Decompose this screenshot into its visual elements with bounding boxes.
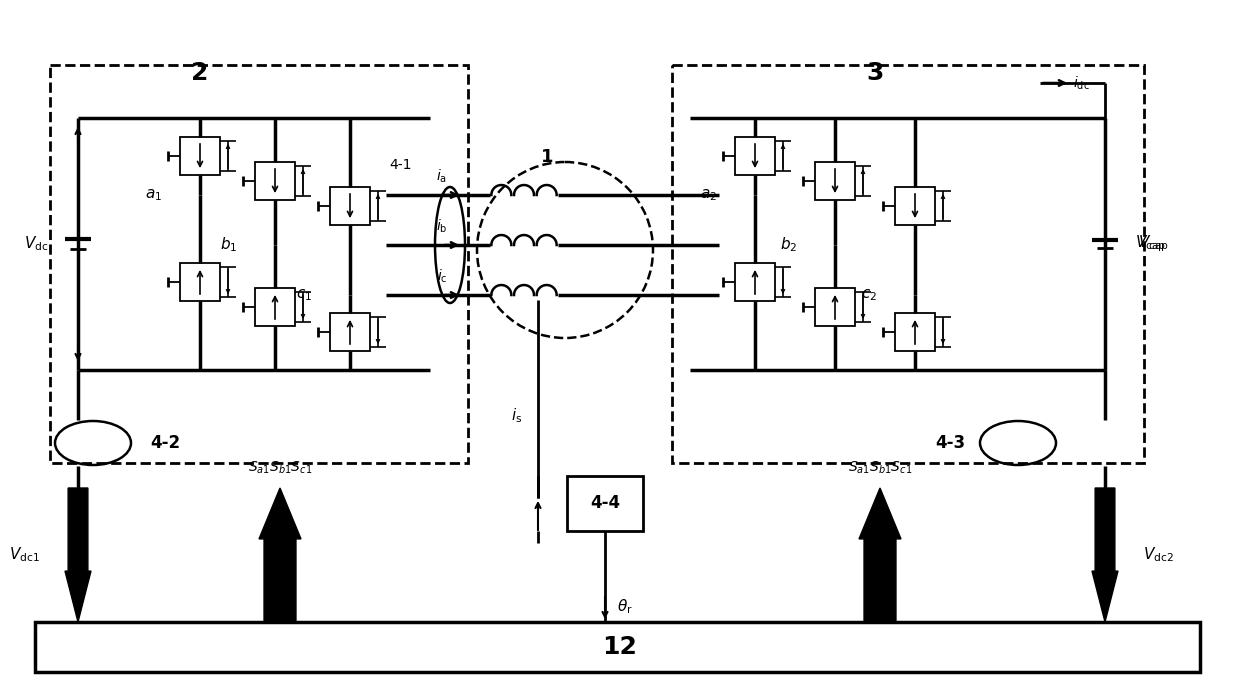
Text: 4-2: 4-2 [150, 434, 180, 452]
Text: $\boldsymbol{c_2}$: $\boldsymbol{c_2}$ [861, 287, 877, 303]
Text: 4-4: 4-4 [590, 494, 620, 512]
Text: 12: 12 [602, 635, 637, 659]
Text: $V_\mathrm{cap}$: $V_\mathrm{cap}$ [1135, 234, 1166, 254]
Text: $\boldsymbol{a_2}$: $\boldsymbol{a_2}$ [700, 187, 717, 203]
Text: $V_\mathrm{dc2}$: $V_\mathrm{dc2}$ [1144, 546, 1173, 564]
Text: $i_\mathrm{c}$: $i_\mathrm{c}$ [436, 267, 447, 285]
Bar [50, 65, 468, 463]
Text: $i_\mathrm{a}$: $i_\mathrm{a}$ [436, 168, 447, 185]
Text: $V_\mathrm{cap}$: $V_\mathrm{cap}$ [1137, 234, 1170, 254]
Text: 3: 3 [866, 61, 883, 85]
Bar [330, 187, 370, 225]
Polygon shape [259, 488, 301, 622]
Polygon shape [64, 488, 90, 622]
Bar [180, 137, 221, 175]
Text: $V_\mathrm{dc}$: $V_\mathrm{dc}$ [24, 235, 48, 253]
Bar [567, 476, 643, 531]
Bar [895, 187, 935, 225]
Text: $i_\mathrm{b}$: $i_\mathrm{b}$ [436, 218, 447, 235]
Text: 2: 2 [191, 61, 208, 85]
Text: $V_\mathrm{dc1}$: $V_\mathrm{dc1}$ [9, 546, 40, 564]
Text: $\boldsymbol{b_2}$: $\boldsymbol{b_2}$ [779, 236, 797, 254]
Polygon shape [1092, 488, 1118, 622]
Bar [815, 288, 855, 326]
Text: $\theta_\mathrm{r}$: $\theta_\mathrm{r}$ [617, 598, 633, 617]
Polygon shape [859, 488, 901, 622]
Text: $i_\mathrm{s}$: $i_\mathrm{s}$ [510, 406, 522, 425]
Bar [255, 288, 295, 326]
Text: 1: 1 [540, 148, 554, 166]
Text: $S_{a1}S_{b1}S_{c1}$: $S_{a1}S_{b1}S_{c1}$ [847, 460, 912, 476]
Text: $\boldsymbol{b_1}$: $\boldsymbol{b_1}$ [219, 236, 237, 254]
Bar [180, 263, 221, 301]
Bar [735, 263, 776, 301]
Bar [255, 162, 295, 200]
Text: $\boldsymbol{c_1}$: $\boldsymbol{c_1}$ [296, 287, 312, 303]
Bar [735, 137, 776, 175]
Bar [672, 65, 1144, 463]
Bar [895, 313, 935, 351]
Bar [330, 313, 370, 351]
Text: 4-3: 4-3 [935, 434, 965, 452]
Text: 4-1: 4-1 [389, 158, 413, 172]
Text: $\boldsymbol{a_1}$: $\boldsymbol{a_1}$ [145, 187, 162, 203]
Bar [815, 162, 855, 200]
Bar [35, 622, 1201, 672]
Text: $i_\mathrm{dc}$: $i_\mathrm{dc}$ [1073, 74, 1090, 92]
Text: $S_{a1}S_{b1}S_{c1}$: $S_{a1}S_{b1}S_{c1}$ [248, 460, 312, 476]
